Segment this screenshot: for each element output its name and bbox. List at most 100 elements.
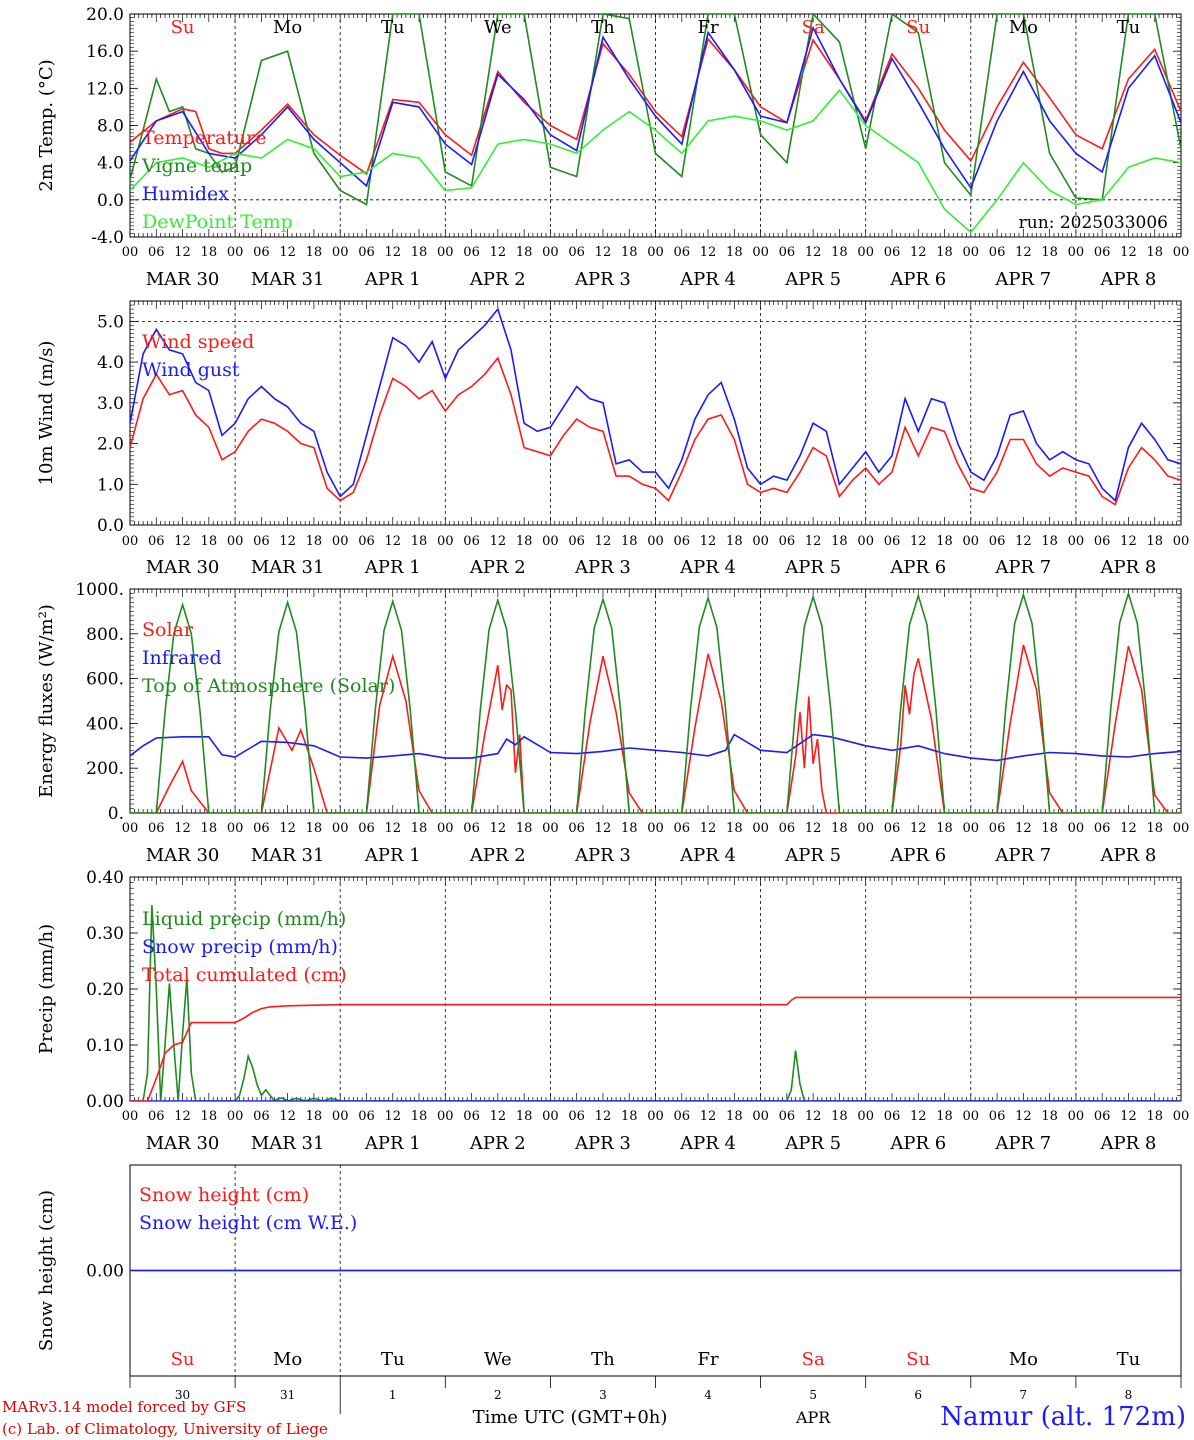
hour-tick-label: 00 (1173, 1109, 1190, 1124)
y-tick-label: 400. (86, 714, 124, 734)
hour-tick-label: 12 (700, 1109, 717, 1124)
hour-tick-label: 18 (621, 821, 638, 836)
hour-tick-label: 06 (568, 245, 585, 260)
hour-tick-label: 06 (674, 821, 691, 836)
hour-tick-label: 06 (1094, 821, 1111, 836)
y-tick-label: 1000. (75, 580, 124, 600)
date-label: APR 7 (994, 557, 1051, 578)
y-tick-label: 0. (108, 804, 124, 824)
hour-tick-label: 12 (174, 534, 191, 549)
hour-tick-label: 06 (779, 245, 796, 260)
hour-tick-label: 12 (490, 1109, 507, 1124)
series-line-infrared (130, 733, 1181, 762)
date-label: MAR 30 (146, 269, 220, 290)
date-label: APR 3 (574, 1133, 631, 1154)
series-line-liquid-precip-mm-h- (130, 904, 1181, 1101)
hour-tick-label: 12 (805, 534, 822, 549)
hour-tick-label: 06 (1094, 245, 1111, 260)
series-line-total-cumulated-cm- (130, 996, 1181, 1101)
hour-tick-label: 12 (384, 245, 401, 260)
y-tick-label: 0.20 (86, 980, 124, 1000)
date-label: APR 1 (364, 1133, 421, 1154)
legend-entry: DewPoint Temp (142, 211, 293, 233)
hour-tick-label: 06 (674, 1109, 691, 1124)
hour-tick-label: 12 (910, 821, 927, 836)
weekday-label: Sa (802, 1349, 825, 1370)
legend-entry: Wind gust (142, 359, 240, 381)
hour-tick-label: 18 (306, 534, 323, 549)
hour-tick-label: 12 (279, 821, 296, 836)
hour-tick-label: 18 (201, 534, 218, 549)
day-number: 1 (389, 1388, 397, 1402)
hour-tick-label: 18 (1146, 821, 1163, 836)
hour-tick-label: 06 (779, 821, 796, 836)
hour-tick-label: 06 (253, 245, 270, 260)
hour-tick-label: 06 (463, 245, 480, 260)
date-label: APR 2 (469, 845, 526, 866)
hour-tick-label: 00 (122, 821, 139, 836)
hour-tick-label: 12 (595, 534, 612, 549)
hour-tick-label: 06 (568, 1109, 585, 1124)
hour-tick-label: 06 (779, 534, 796, 549)
hour-tick-label: 12 (384, 821, 401, 836)
day-number: 30 (175, 1388, 190, 1402)
panel-1 (129, 13, 1182, 238)
hour-tick-label: 06 (884, 245, 901, 260)
hour-tick-label: 12 (174, 821, 191, 836)
weekday-label: Sa (802, 17, 825, 38)
weekday-label: Su (171, 1349, 195, 1370)
hour-tick-label: 12 (279, 245, 296, 260)
legend-entry: Total cumulated (cm) (142, 964, 347, 986)
hour-tick-label: 12 (700, 534, 717, 549)
hour-tick-label: 18 (201, 245, 218, 260)
date-label: APR 3 (574, 845, 631, 866)
hour-tick-label: 18 (1041, 534, 1058, 549)
date-label: APR 4 (679, 557, 736, 578)
hour-tick-label: 06 (253, 821, 270, 836)
hour-tick-label: 18 (936, 1109, 953, 1124)
hour-tick-label: 12 (1015, 821, 1032, 836)
hour-tick-label: 18 (411, 245, 428, 260)
y-axis-label: Precip (mm/h) (36, 924, 57, 1054)
hour-tick-label: 12 (805, 245, 822, 260)
panel-3 (129, 588, 1182, 814)
hour-tick-label: 00 (332, 821, 349, 836)
hour-tick-label: 00 (752, 1109, 769, 1124)
weekday-label: Mo (1009, 1349, 1038, 1370)
date-label: APR 5 (784, 845, 841, 866)
hour-tick-label: 00 (227, 1109, 244, 1124)
day-number: 31 (280, 1388, 295, 1402)
date-label: APR 8 (1100, 845, 1157, 866)
hour-tick-label: 18 (411, 821, 428, 836)
y-tick-label: 3.0 (97, 394, 124, 414)
weekday-label: Su (171, 17, 195, 38)
station-label: Namur (alt. 172m) (940, 1402, 1186, 1432)
hour-tick-label: 18 (936, 534, 953, 549)
hour-tick-label: 12 (1120, 821, 1137, 836)
legend-entry: Temperature (142, 127, 266, 149)
hour-tick-label: 18 (831, 245, 848, 260)
y-tick-label: 16.0 (86, 42, 124, 62)
y-tick-label: 0.0 (97, 191, 124, 211)
hour-tick-label: 00 (437, 534, 454, 549)
y-tick-label: 5.0 (97, 312, 124, 332)
hour-tick-label: 18 (1041, 821, 1058, 836)
hour-tick-label: 00 (332, 245, 349, 260)
hour-tick-label: 12 (1120, 245, 1137, 260)
hour-tick-label: 18 (306, 245, 323, 260)
y-tick-label: 0.30 (86, 924, 124, 944)
hour-tick-label: 18 (831, 534, 848, 549)
hour-tick-label: 18 (306, 821, 323, 836)
series-line-wind-speed (130, 356, 1181, 506)
date-label: MAR 30 (146, 845, 220, 866)
hour-tick-label: 12 (700, 821, 717, 836)
date-label: APR 2 (469, 269, 526, 290)
hour-tick-label: 06 (463, 821, 480, 836)
hour-tick-label: 00 (437, 1109, 454, 1124)
hour-tick-label: 06 (989, 245, 1006, 260)
hour-tick-label: 00 (122, 1109, 139, 1124)
weekday-label: Tu (381, 17, 405, 38)
y-tick-label: 0.10 (86, 1036, 124, 1056)
y-tick-label: 0.40 (86, 868, 124, 888)
